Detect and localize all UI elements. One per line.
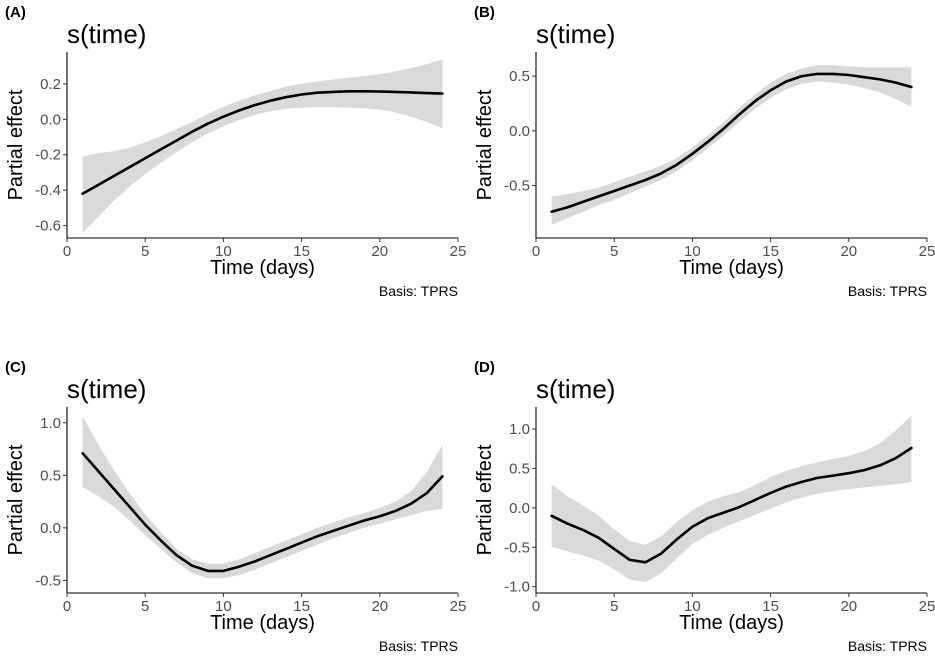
panel-a: (A) s(time) -0.6 -0.4 -0.2 0.0 0.2 0 5 10 15 20 25 Ti… (5, 4, 466, 299)
x-tick-label: 20 (371, 243, 388, 260)
x-tick-label: 10 (215, 243, 232, 260)
x-tick-label: 5 (610, 243, 618, 260)
basis-caption: Basis: TPRS (848, 638, 927, 654)
y-tick-label: 0.0 (40, 111, 61, 128)
x-tick-label: 20 (371, 598, 388, 615)
y-tick-label: -0.4 (35, 182, 61, 199)
smooth-fit-line (81, 90, 444, 195)
plot-title: s(time) (536, 374, 615, 404)
y-tick-label: 0.0 (40, 520, 61, 537)
basis-caption: Basis: TPRS (379, 638, 458, 654)
x-tick-label: 10 (684, 243, 701, 260)
confidence-band (551, 415, 912, 582)
y-tick-label: 0.5 (509, 460, 530, 477)
x-tick-label: 15 (762, 243, 779, 260)
confidence-band (82, 59, 443, 233)
plot-title: s(time) (67, 19, 146, 49)
x-tick-label: 0 (532, 243, 540, 260)
panel-label: (C) (5, 359, 26, 376)
smooth-fit-line (550, 446, 913, 564)
x-tick-label: 0 (532, 598, 540, 615)
x-axis-title: Time (days) (679, 257, 784, 279)
y-axis-title: Partial effect (5, 444, 27, 555)
confidence-band (551, 65, 912, 225)
x-tick-label: 15 (293, 243, 310, 260)
x-axis-title: Time (days) (210, 257, 315, 279)
x-tick-label: 15 (293, 598, 310, 615)
panel-label: (D) (474, 359, 495, 376)
panel-b: (B) s(time) -0.5 0.0 0.5 0 5 10 15 20 25 Time (days… (474, 4, 935, 299)
y-tick-label: -0.5 (35, 572, 61, 589)
x-tick-label: 0 (63, 598, 71, 615)
x-tick-label: 5 (141, 243, 149, 260)
plot-title: s(time) (536, 19, 615, 49)
panel-d: (D) s(time) -1.0 -0.5 0.0 0.5 1.0 0 5 10 15 20 25 Tim… (474, 359, 935, 654)
panel-label: (B) (474, 4, 495, 21)
y-tick-label: -0.5 (504, 539, 530, 556)
y-axis-title: Partial effect (474, 89, 496, 200)
x-tick-label: 10 (684, 598, 701, 615)
y-tick-label: -0.2 (35, 147, 61, 164)
y-tick-label: 0.2 (40, 76, 61, 93)
x-tick-label: 20 (840, 598, 857, 615)
y-tick-label: 1.0 (509, 421, 530, 438)
y-tick-label: 1.0 (40, 415, 61, 432)
x-tick-label: 10 (215, 598, 232, 615)
y-tick-label: 0.0 (509, 123, 530, 140)
y-tick-label: -1.0 (504, 579, 530, 596)
y-tick-label: 0.0 (509, 500, 530, 517)
y-axis-title: Partial effect (474, 444, 496, 555)
x-axis-title: Time (days) (679, 612, 784, 634)
y-tick-label: 0.5 (40, 467, 61, 484)
x-tick-label: 0 (63, 243, 71, 260)
x-tick-label: 25 (919, 598, 935, 615)
basis-caption: Basis: TPRS (848, 283, 927, 299)
smooth-fit-line (550, 72, 913, 213)
x-tick-label: 25 (450, 243, 467, 260)
x-tick-label: 20 (840, 243, 857, 260)
y-tick-label: 0.5 (509, 68, 530, 85)
panel-label: (A) (5, 4, 26, 21)
x-axis-title: Time (days) (210, 612, 315, 634)
x-tick-label: 25 (919, 243, 935, 260)
confidence-band (82, 416, 443, 579)
x-tick-label: 5 (141, 598, 149, 615)
y-tick-label: -0.6 (35, 218, 61, 235)
y-axis-title: Partial effect (5, 89, 27, 200)
x-tick-label: 15 (762, 598, 779, 615)
panel-c: (C) s(time) -0.5 0.0 0.5 1.0 0 5 10 15 20 25 Time (d… (5, 359, 466, 654)
basis-caption: Basis: TPRS (379, 283, 458, 299)
plot-title: s(time) (67, 374, 146, 404)
x-tick-label: 25 (450, 598, 467, 615)
x-tick-label: 5 (610, 598, 618, 615)
smooth-fit-line (81, 451, 444, 573)
y-tick-label: -0.5 (504, 177, 530, 194)
